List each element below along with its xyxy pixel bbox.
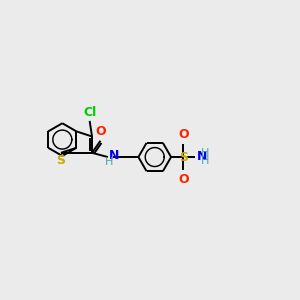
Text: S: S — [56, 154, 65, 167]
Text: O: O — [178, 173, 189, 186]
Text: O: O — [178, 128, 189, 141]
Text: S: S — [179, 151, 188, 164]
Text: H: H — [104, 157, 113, 167]
Text: N: N — [197, 150, 207, 163]
Text: Cl: Cl — [83, 106, 96, 119]
Text: N: N — [109, 149, 119, 162]
Text: H: H — [201, 148, 209, 158]
Text: H: H — [201, 156, 209, 166]
Text: O: O — [95, 125, 106, 138]
